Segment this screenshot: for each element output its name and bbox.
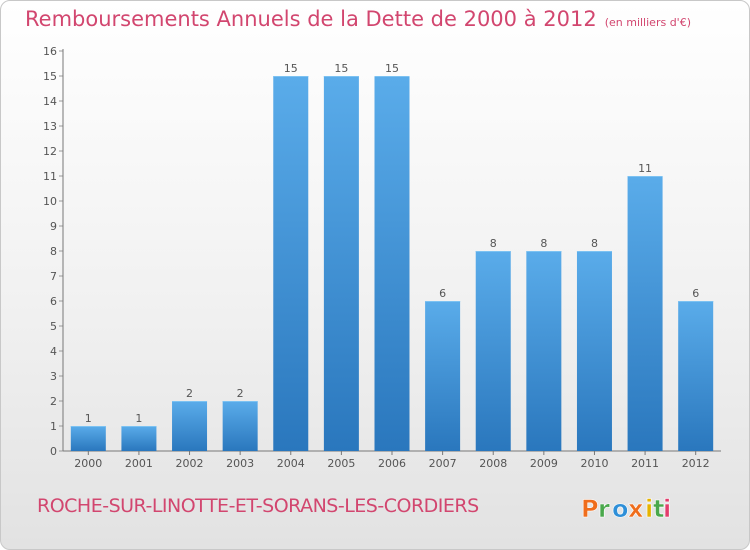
bar-2006 <box>374 76 410 451</box>
title-text: Remboursements Annuels de la Dette de 20… <box>25 7 597 31</box>
x-tick-label: 2009 <box>530 457 558 470</box>
bar-2012 <box>678 301 714 451</box>
y-tick-label: 6 <box>50 295 57 308</box>
bar-2008 <box>475 251 511 451</box>
logo-letter: i <box>645 495 653 523</box>
x-tick-label: 2007 <box>429 457 457 470</box>
y-tick-label: 3 <box>50 370 57 383</box>
y-tick-label: 10 <box>43 195 57 208</box>
chart-subtitle: (en milliers d'€) <box>604 16 691 29</box>
bar-2003 <box>222 401 258 451</box>
y-tick-label: 15 <box>43 70 57 83</box>
data-label-2001: 1 <box>135 412 142 425</box>
y-tick-label: 9 <box>50 220 57 233</box>
data-label-2009: 8 <box>540 237 547 250</box>
chart-title: Remboursements Annuels de la Dette de 20… <box>25 7 691 31</box>
data-label-2004: 15 <box>284 62 298 75</box>
x-tick-label: 2005 <box>327 457 355 470</box>
data-label-2000: 1 <box>85 412 92 425</box>
bar-2000 <box>70 426 106 451</box>
x-tick-label: 2012 <box>682 457 710 470</box>
y-tick-label: 5 <box>50 320 57 333</box>
y-tick-label: 12 <box>43 145 57 158</box>
logo-letter: o <box>612 495 629 523</box>
logo-letter: r <box>598 495 610 523</box>
x-tick-label: 2004 <box>277 457 305 470</box>
logo-letter: P <box>581 495 599 523</box>
bar-2001 <box>121 426 157 451</box>
x-tick-label: 2006 <box>378 457 406 470</box>
logo-letter: i <box>663 495 671 523</box>
data-label-2006: 15 <box>385 62 399 75</box>
x-tick-label: 2003 <box>226 457 254 470</box>
y-tick-label: 0 <box>50 445 57 458</box>
bar-2011 <box>627 176 663 451</box>
y-tick-label: 2 <box>50 395 57 408</box>
data-label-2008: 8 <box>490 237 497 250</box>
y-tick-label: 11 <box>43 170 57 183</box>
y-tick-label: 14 <box>43 95 57 108</box>
x-tick-label: 2011 <box>631 457 659 470</box>
bar-2005 <box>323 76 359 451</box>
y-tick-label: 13 <box>43 120 57 133</box>
data-label-2010: 8 <box>591 237 598 250</box>
x-tick-label: 2008 <box>479 457 507 470</box>
data-label-2003: 2 <box>237 387 244 400</box>
bar-2002 <box>172 401 208 451</box>
data-label-2007: 6 <box>439 287 446 300</box>
logo-letter: x <box>628 495 644 523</box>
y-tick-label: 8 <box>50 245 57 258</box>
data-label-2012: 6 <box>692 287 699 300</box>
x-tick-label: 2010 <box>580 457 608 470</box>
y-tick-label: 1 <box>50 420 57 433</box>
data-label-2002: 2 <box>186 387 193 400</box>
logo-letter: t <box>653 495 664 523</box>
bar-2007 <box>425 301 461 451</box>
y-tick-label: 7 <box>50 270 57 283</box>
x-tick-label: 2001 <box>125 457 153 470</box>
x-tick-label: 2002 <box>176 457 204 470</box>
x-tick-label: 2000 <box>74 457 102 470</box>
y-tick-label: 16 <box>43 45 57 58</box>
bar-2010 <box>576 251 612 451</box>
y-tick-label: 4 <box>50 345 57 358</box>
bar-2009 <box>526 251 562 451</box>
commune-name: ROCHE-SUR-LINOTTE-ET-SORANS-LES-CORDIERS <box>37 495 479 517</box>
data-label-2011: 11 <box>638 162 652 175</box>
data-label-2005: 15 <box>334 62 348 75</box>
bar-2004 <box>273 76 309 451</box>
